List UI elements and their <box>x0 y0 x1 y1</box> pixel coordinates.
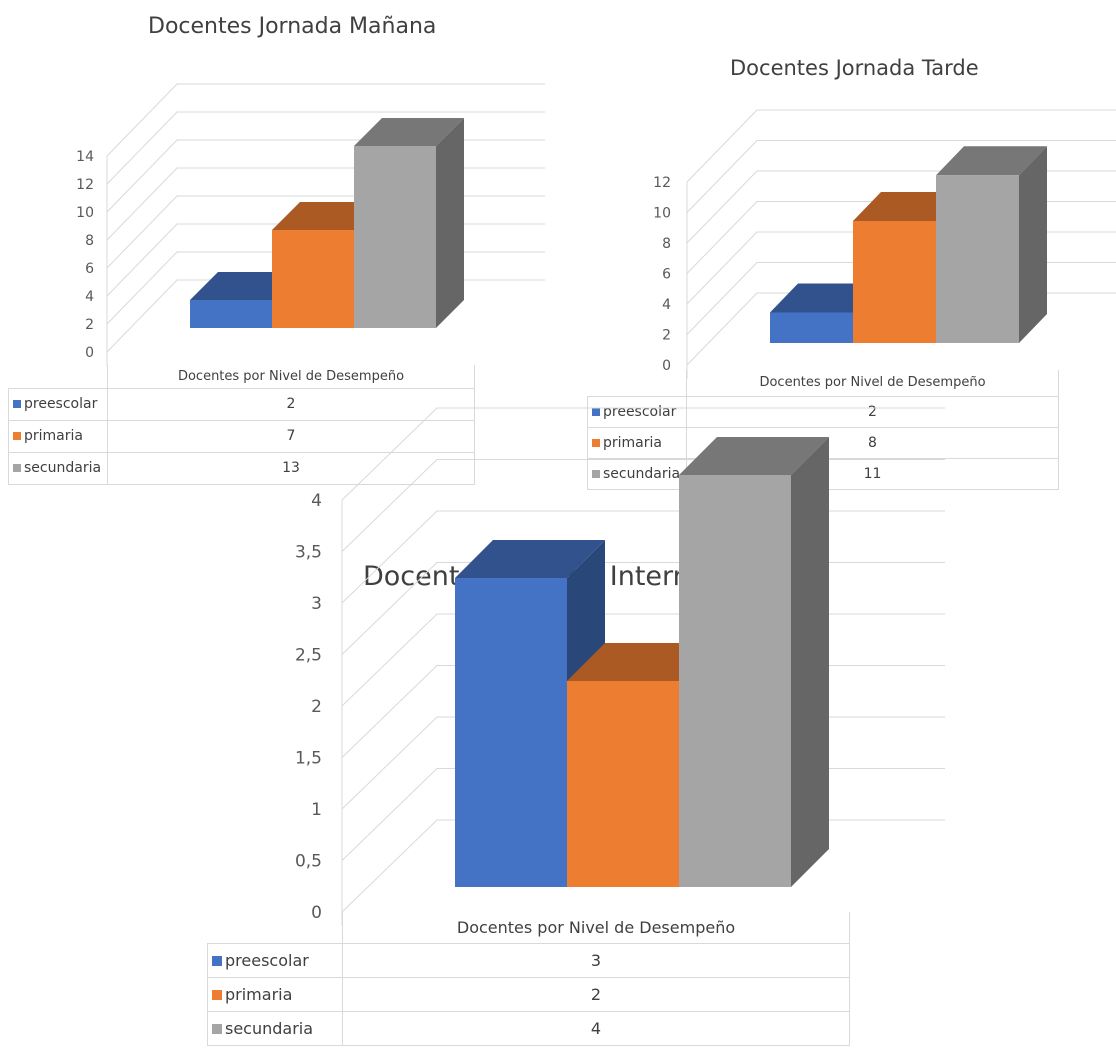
data-table: Docentes por Nivel de Desempeño preescol… <box>207 912 850 1046</box>
legend-swatch-icon <box>592 407 600 416</box>
legend-swatch-icon <box>13 400 21 408</box>
legend-swatch-icon <box>13 464 21 472</box>
chart-plot: 00,511,522,533,54 <box>295 407 945 926</box>
gridline <box>106 111 545 185</box>
gridline <box>686 140 1116 213</box>
y-tick-label: 3,5 <box>295 542 322 562</box>
bar-secundaria <box>679 437 829 887</box>
legend-entry-secundaria: secundaria <box>207 1010 343 1046</box>
table-category-header: Docentes por Nivel de Desempeño <box>342 912 850 944</box>
table-value: 13 <box>107 451 475 485</box>
y-tick-label: 1,5 <box>295 748 322 768</box>
y-tick-label: 4 <box>311 491 322 511</box>
gridline <box>686 109 1116 183</box>
y-tick-label: 0 <box>85 345 94 361</box>
gridline <box>106 83 545 157</box>
legend-swatch-icon <box>212 990 222 1000</box>
y-tick-label: 10 <box>653 205 671 221</box>
y-tick-label: 2,5 <box>295 645 322 665</box>
table-value: 2 <box>686 395 1059 428</box>
table-value: 2 <box>342 976 850 1012</box>
y-tick-label: 14 <box>76 149 94 165</box>
chart-title: Docentes Jornada Mañana <box>148 14 437 39</box>
y-tick-label: 4 <box>662 297 671 313</box>
legend-entry-primaria: primaria <box>8 419 108 453</box>
chart-jornada-tarde: Docentes Jornada Tarde 0 2 4 6 8 10 12 Docente… <box>575 40 1116 510</box>
y-tick-label: 12 <box>76 177 94 193</box>
chart-plot: 0 2 4 6 8 10 12 <box>653 109 1116 379</box>
series-name: preescolar <box>24 396 98 412</box>
series-name: primaria <box>225 984 293 1004</box>
legend-entry-preescolar: preescolar <box>8 387 108 421</box>
legend-entry-preescolar: preescolar <box>587 395 687 428</box>
bar-secundaria <box>936 146 1047 343</box>
table-value: 2 <box>107 387 475 421</box>
y-tick-label: 1 <box>311 800 322 820</box>
series-name: secundaria <box>603 465 681 482</box>
y-tick-label: 0,5 <box>295 851 322 871</box>
y-tick-label: 2 <box>85 317 94 333</box>
y-tick-label: 0 <box>662 358 671 374</box>
bar-secundaria <box>354 118 464 328</box>
chart-title: Docentes Jornada Tarde <box>730 56 979 80</box>
table-category-header: Docentes por Nivel de Desempeño <box>686 370 1059 397</box>
gridline <box>341 562 945 655</box>
y-tick-label: 3 <box>311 594 322 614</box>
table-value: 3 <box>342 942 850 978</box>
table-category-header: Docentes por Nivel de Desempeño <box>107 365 475 389</box>
legend-swatch-icon <box>13 432 21 440</box>
table-corner <box>8 365 108 388</box>
gridline <box>341 510 945 604</box>
y-tick-label: 12 <box>653 175 671 191</box>
table-value: 4 <box>342 1010 850 1046</box>
data-table: Docentes por Nivel de Desempeño preescol… <box>8 365 475 485</box>
gridline <box>341 407 945 501</box>
series-name: preescolar <box>603 403 677 420</box>
series-name: secundaria <box>24 460 102 476</box>
legend-swatch-icon <box>592 438 600 447</box>
legend-swatch-icon <box>592 469 600 478</box>
legend-entry-secundaria: secundaria <box>587 457 687 490</box>
y-tick-label: 8 <box>85 233 94 249</box>
y-tick-label: 8 <box>662 236 671 252</box>
chart-jornada-manana: Docentes Jornada Mañana 0 2 4 6 8 10 12 14 Doce… <box>0 0 560 510</box>
y-tick-label: 4 <box>85 289 94 305</box>
legend-entry-primaria: primaria <box>587 426 687 459</box>
legend-entry-primaria: primaria <box>207 976 343 1012</box>
y-tick-label: 6 <box>662 266 671 282</box>
legend-entry-secundaria: secundaria <box>8 451 108 485</box>
series-name: primaria <box>24 428 83 444</box>
series-name: secundaria <box>225 1018 314 1038</box>
y-tick-label: 10 <box>76 205 94 221</box>
gridline <box>106 139 545 213</box>
legend-swatch-icon <box>212 1024 222 1034</box>
table-corner <box>207 912 343 943</box>
legend-entry-preescolar: preescolar <box>207 942 343 978</box>
table-corner <box>587 370 687 396</box>
y-tick-label: 2 <box>311 697 322 717</box>
legend-swatch-icon <box>212 956 222 966</box>
y-tick-label: 2 <box>662 327 671 343</box>
chart-plot: 0 2 4 6 8 10 12 14 <box>76 83 545 366</box>
series-name: preescolar <box>225 950 309 970</box>
chart-jornada-intermedia: Docentes Jornada Intermedia 00,511,522,5… <box>200 407 1116 1057</box>
series-name: primaria <box>603 434 662 451</box>
y-tick-label: 6 <box>85 261 94 277</box>
